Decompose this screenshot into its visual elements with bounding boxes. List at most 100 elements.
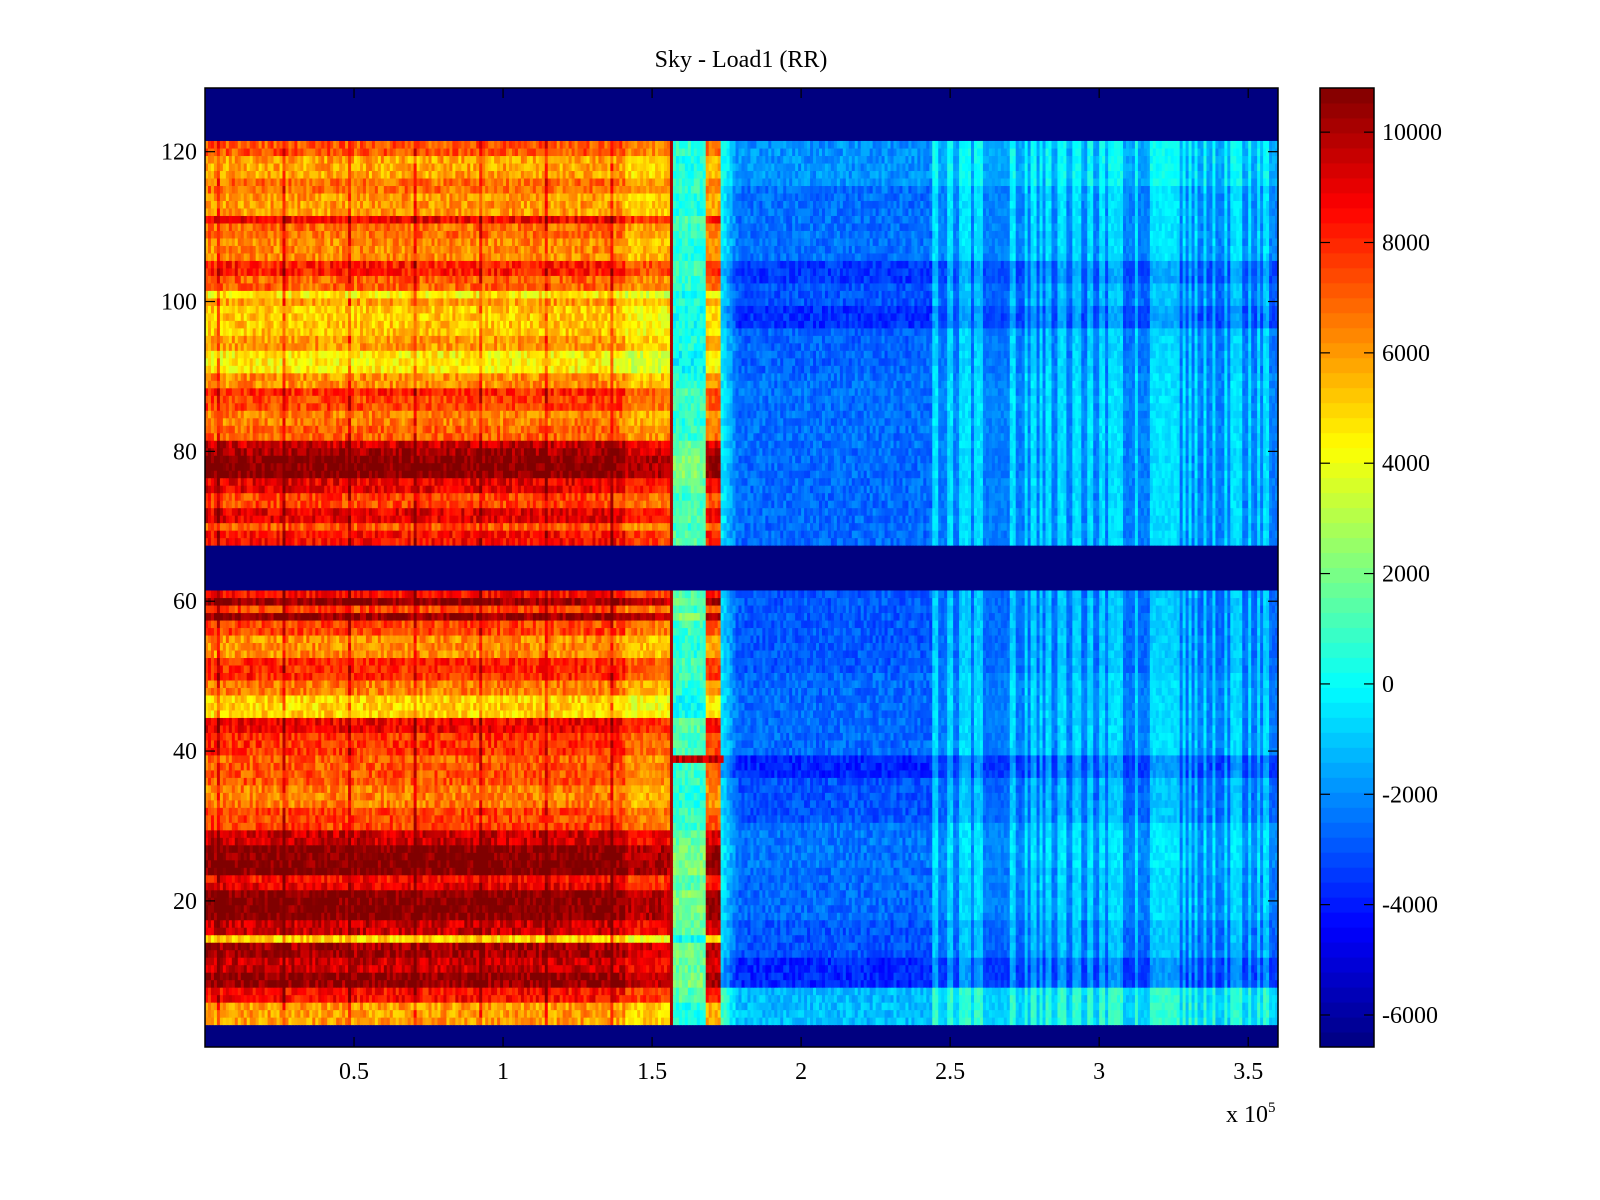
heatmap-cell [449, 1002, 453, 1011]
heatmap-cell [816, 987, 820, 996]
heatmap-cell [267, 1017, 272, 1026]
heatmap-cell [583, 1009, 588, 1018]
heatmap-cell [827, 994, 832, 1003]
heatmap-cell [437, 994, 442, 1003]
heatmap-cell [264, 1009, 269, 1018]
heatmap-cell [506, 1009, 510, 1018]
heatmap-cell [354, 972, 358, 981]
heatmap-cell [759, 987, 763, 996]
heatmap-cell [622, 1009, 626, 1018]
heatmap-cell [1024, 1009, 1029, 1018]
heatmap-cell [908, 979, 912, 988]
heatmap-cell [598, 994, 603, 1003]
heatmap-cell [1155, 1009, 1160, 1018]
heatmap-cell [330, 1017, 334, 1026]
heatmap-cell [225, 1017, 230, 1026]
heatmap-cell [738, 994, 743, 1003]
heatmap-cell [1081, 979, 1085, 988]
heatmap-cell [923, 994, 927, 1003]
heatmap-cell [458, 987, 462, 996]
heatmap-cell [649, 994, 653, 1003]
heatmap-cell [213, 972, 218, 981]
heatmap-cell [598, 1002, 603, 1011]
heatmap-cell [655, 1002, 659, 1011]
heatmap-cell [1146, 994, 1151, 1003]
heatmap-cell [759, 994, 763, 1003]
heatmap-cell [1266, 994, 1270, 1003]
heatmap-cell [470, 987, 474, 996]
heatmap-cell [1236, 987, 1240, 996]
heatmap-cell [938, 987, 942, 996]
heatmap-cell [672, 1017, 677, 1026]
heatmap-cell [1179, 994, 1184, 1003]
heatmap-cell [1000, 994, 1005, 1003]
heatmap-cell [464, 979, 468, 988]
heatmap-cell [1254, 979, 1258, 988]
heatmap-cell [553, 1017, 558, 1026]
heatmap-cell [1209, 979, 1214, 988]
heatmap-cell [771, 1009, 775, 1018]
heatmap-cell [675, 1009, 680, 1018]
heatmap-cell [1263, 1017, 1267, 1026]
heatmap-cell [342, 1017, 346, 1026]
heatmap-cell [816, 994, 820, 1003]
heatmap-cell [398, 994, 403, 1003]
heatmap-cell [336, 979, 340, 988]
heatmap-cell [1054, 1017, 1059, 1026]
heatmap-cell [491, 979, 495, 988]
heatmap-cell [1042, 979, 1047, 988]
heatmap-cell [932, 1002, 936, 1011]
heatmap-cell [392, 979, 397, 988]
heatmap-cell [446, 979, 451, 988]
heatmap-cell [431, 1017, 436, 1026]
heatmap-cell [315, 1002, 319, 1011]
heatmap-cell [261, 1017, 266, 1026]
heatmap-cell [249, 1017, 254, 1026]
heatmap-cell [294, 987, 298, 996]
heatmap-cell [765, 987, 769, 996]
heatmap-cell [962, 994, 966, 1003]
heatmap-cell [872, 1002, 877, 1011]
heatmap-cell [965, 1002, 969, 1011]
heatmap-cell [440, 987, 445, 996]
heatmap-cell [586, 1009, 591, 1018]
heatmap-cell [1117, 1009, 1121, 1018]
heatmap-cell [395, 987, 400, 996]
heatmap-cell [428, 1009, 433, 1018]
heatmap-cell [649, 1009, 653, 1018]
heatmap-cell [1060, 1017, 1064, 1026]
heatmap-cell [1111, 979, 1115, 988]
heatmap-cell [491, 1017, 495, 1026]
heatmap-cell [464, 987, 468, 996]
heatmap-cell [932, 1017, 936, 1026]
heatmap-cell [1105, 1009, 1109, 1018]
heatmap-cell [1072, 1017, 1076, 1026]
heatmap-cell [619, 987, 623, 996]
heatmap-cell [637, 1017, 641, 1026]
heatmap-cell [488, 1002, 492, 1011]
heatmap-cell [985, 987, 990, 996]
heatmap-cell [1155, 1002, 1160, 1011]
heatmap-cell [1152, 987, 1157, 996]
heatmap-cell [1239, 1002, 1243, 1011]
heatmap-cell [1173, 1009, 1178, 1018]
heatmap-cell [675, 1017, 680, 1026]
heatmap-cell [902, 987, 907, 996]
heatmap-cell [336, 972, 340, 981]
heatmap-cell [1242, 1009, 1246, 1018]
heatmap-cell [911, 1002, 915, 1011]
heatmap-cell [234, 979, 239, 988]
heatmap-cell [282, 994, 287, 1003]
heatmap-cell [1239, 994, 1243, 1003]
heatmap-cell [243, 1002, 248, 1011]
heatmap-cell [1212, 994, 1217, 1003]
heatmap-cell [1057, 1009, 1062, 1018]
heatmap-cell [276, 1002, 281, 1011]
heatmap-cell [491, 987, 495, 996]
heatmap-cell [1260, 994, 1264, 1003]
heatmap-cell [1227, 979, 1231, 988]
heatmap-cell [345, 979, 349, 988]
heatmap-cell [309, 972, 313, 981]
heatmap-cell [681, 1002, 686, 1011]
heatmap-cell [881, 979, 886, 988]
